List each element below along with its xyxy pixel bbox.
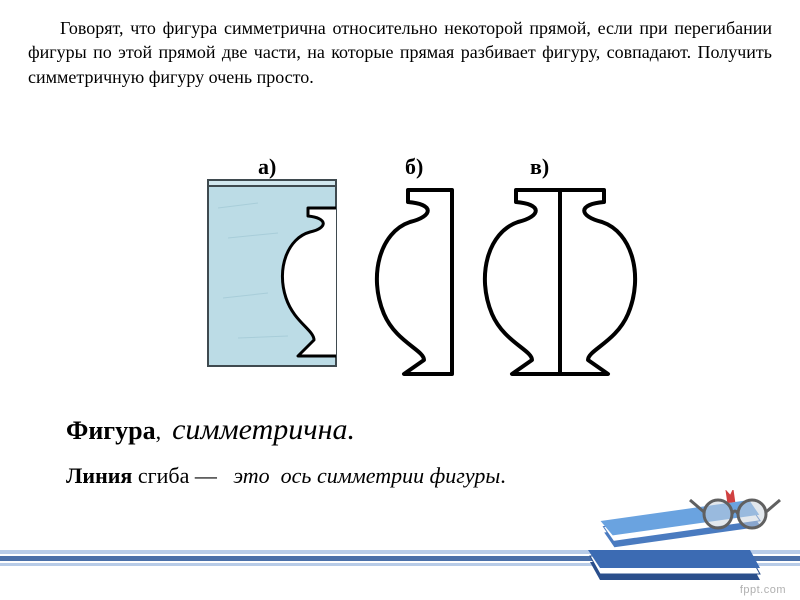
label-v: в) [530,154,549,180]
label-b: б) [405,154,423,180]
cap-liniya: Линия [66,463,132,488]
cap-figura: Фигура [66,416,156,445]
book-bottom-icon [588,550,760,580]
cap-dot1: . [347,413,355,446]
intro-paragraph: Говорят, что фигура симметрична относите… [28,16,772,89]
caption: Фигура, симметрична. Линия сгиба — это о… [66,406,760,493]
cap-dot2: . [500,463,506,488]
figure-b [370,184,460,380]
intro-text: Говорят, что фигура симметрична относите… [28,18,772,87]
cap-eto: это [233,463,269,488]
figures [0,178,800,388]
label-a: а) [258,154,276,180]
caption-line-2: Линия сгиба — это ось симметрии фигуры. [66,458,760,493]
figure-a [198,178,348,378]
cap-symm: симметрична [172,413,347,446]
footer-decorations [0,490,800,600]
watermark: fppt.com [740,584,786,596]
cap-comma: , [156,419,162,444]
cap-sgiba: сгиба — [132,463,217,488]
book-top-icon [599,490,761,549]
cap-os: ось симметрии фигуры [281,463,501,488]
caption-line-1: Фигура, симметрична. [66,406,760,454]
footer-svg [0,490,800,600]
figure-v [470,184,650,380]
